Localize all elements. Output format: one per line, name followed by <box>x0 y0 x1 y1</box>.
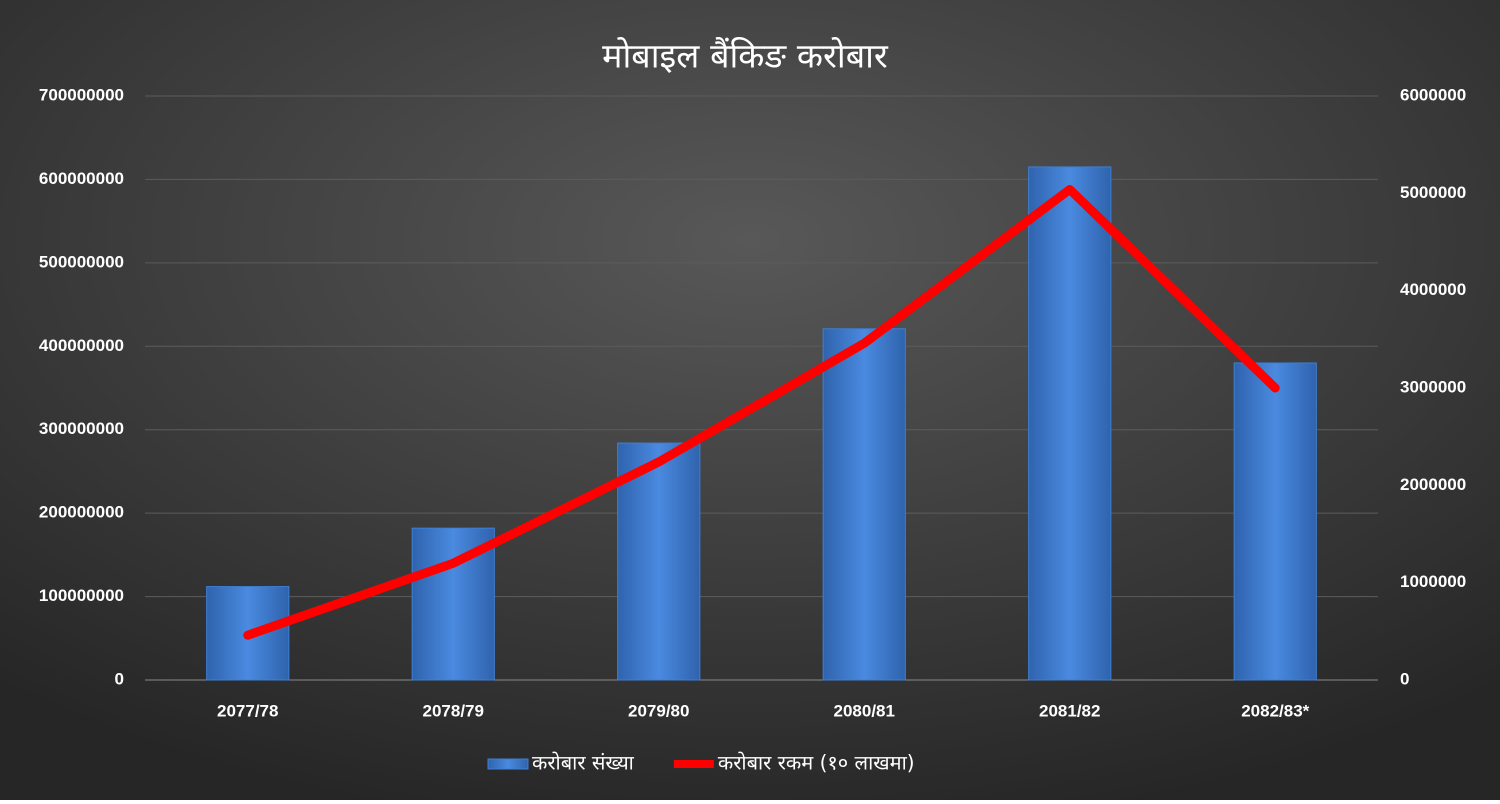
y2-tick-label: 0 <box>1400 669 1409 688</box>
bar <box>617 442 701 681</box>
y-tick-label: 200000000 <box>39 503 124 522</box>
x-tick-label: 2078/79 <box>423 701 484 720</box>
x-tick-label: 2077/78 <box>217 701 278 720</box>
y2-tick-label: 4000000 <box>1400 280 1466 299</box>
legend-label: करोबार रकम (१० लाखमा) <box>718 751 915 775</box>
bar <box>1028 166 1112 681</box>
bar <box>822 328 906 681</box>
y-tick-label: 500000000 <box>39 252 124 271</box>
x-tick-label: 2080/81 <box>834 701 895 720</box>
line <box>243 184 1280 640</box>
y-tick-label: 100000000 <box>39 586 124 605</box>
bar <box>1233 362 1317 681</box>
y-tick-label: 700000000 <box>39 85 124 104</box>
legend-label: करोबार संख्या <box>532 751 635 775</box>
legend-swatch <box>487 758 529 770</box>
y-tick-label: 300000000 <box>39 419 124 438</box>
y-tick-label: 0 <box>115 669 124 688</box>
x-tick-label: 2081/82 <box>1039 701 1100 720</box>
y2-tick-label: 6000000 <box>1400 85 1466 104</box>
chart-title: मोबाइल बैंकिङ करोबार <box>602 37 889 77</box>
y-tick-label: 400000000 <box>39 336 124 355</box>
y-tick-label: 600000000 <box>39 169 124 188</box>
y2-tick-label: 5000000 <box>1400 183 1466 202</box>
x-tick-label: 2082/83* <box>1241 701 1309 720</box>
y2-tick-label: 2000000 <box>1400 475 1466 494</box>
y2-tick-label: 1000000 <box>1400 572 1466 591</box>
y2-tick-label: 3000000 <box>1400 377 1466 396</box>
x-tick-label: 2079/80 <box>628 701 689 720</box>
